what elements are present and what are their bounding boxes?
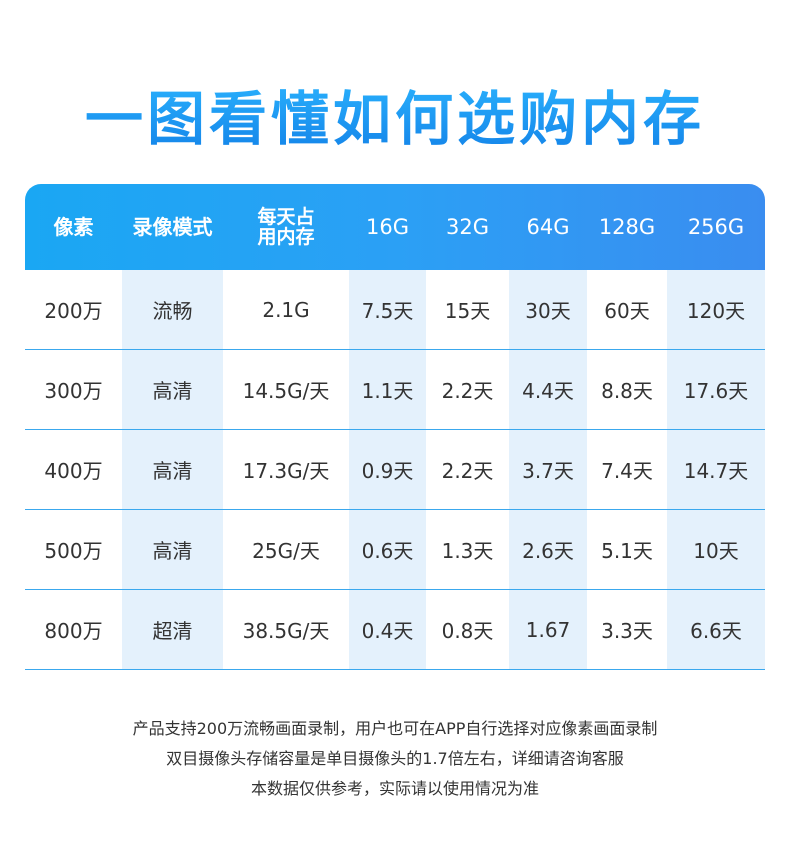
cell-128g: 7.4天: [601, 459, 653, 483]
cell-256g: 14.7天: [667, 430, 765, 509]
cell-pixel: 800万: [44, 619, 103, 643]
cell-mode: 高清: [122, 430, 223, 509]
table-row: 200万 流畅 2.1G 7.5天 15天 30天 60天 120天: [25, 270, 765, 350]
cell-32g: 15天: [444, 299, 491, 323]
cell-128g: 5.1天: [601, 539, 653, 563]
header-mode: 录像模式: [132, 215, 213, 239]
note-line-2: 双目摄像头存储容量是单目摄像头的1.7倍左右，详细请咨询客服: [166, 749, 624, 768]
cell-32g: 1.3天: [441, 539, 494, 563]
storage-table: 像素 录像模式 每天占 用内存 16G 32G 64G 128G 256G 20…: [25, 184, 765, 670]
table-header: 像素 录像模式 每天占 用内存 16G 32G 64G 128G 256G: [25, 184, 765, 270]
cell-pixel: 500万: [44, 539, 103, 563]
cell-64g: 3.7天: [509, 430, 587, 509]
cell-64g: 2.6天: [509, 510, 587, 589]
cell-16g: 7.5天: [349, 270, 426, 349]
cell-16g: 0.9天: [349, 430, 426, 509]
cell-pixel: 300万: [44, 379, 103, 403]
header-32g: 32G: [446, 215, 489, 239]
header-64g: 64G: [526, 215, 570, 239]
note-line-1: 产品支持200万流畅画面录制，用户也可在APP自行选择对应像素画面录制: [132, 719, 658, 738]
header-daily-line1: 每天占: [257, 206, 315, 228]
cell-daily-usage: 17.3G/天: [242, 459, 330, 483]
page-title: 一图看懂如何选购内存: [0, 72, 790, 156]
cell-mode: 高清: [122, 350, 223, 429]
cell-32g: 2.2天: [441, 459, 494, 483]
header-pixel: 像素: [53, 215, 94, 239]
cell-128g: 60天: [604, 299, 650, 323]
cell-pixel: 400万: [44, 459, 103, 483]
cell-64g: 4.4天: [509, 350, 587, 429]
cell-256g: 120天: [667, 270, 765, 349]
cell-daily-usage: 25G/天: [252, 539, 320, 563]
cell-16g: 1.1天: [349, 350, 426, 429]
cell-32g: 2.2天: [441, 379, 494, 403]
cell-256g: 10天: [667, 510, 765, 589]
cell-daily-usage: 2.1G: [262, 297, 310, 322]
note-line-3: 本数据仅供参考，实际请以使用情况为准: [250, 779, 539, 798]
cell-daily-usage: 38.5G/天: [242, 619, 330, 643]
cell-pixel: 200万: [44, 299, 103, 323]
table-row: 500万 高清 25G/天 0.6天 1.3天 2.6天 5.1天 10天: [25, 510, 765, 590]
cell-128g: 8.8天: [601, 379, 653, 403]
cell-mode: 超清: [122, 590, 223, 669]
cell-mode: 流畅: [122, 270, 223, 349]
footnotes: 产品支持200万流畅画面录制，用户也可在APP自行选择对应像素画面录制 双目摄像…: [0, 714, 790, 804]
cell-128g: 3.3天: [601, 619, 653, 643]
cell-64g: 30天: [509, 270, 587, 349]
cell-daily-usage: 14.5G/天: [242, 379, 330, 403]
cell-64g: 1.67: [509, 590, 587, 669]
cell-mode: 高清: [122, 510, 223, 589]
cell-32g: 0.8天: [441, 619, 494, 643]
table-body: 200万 流畅 2.1G 7.5天 15天 30天 60天 120天 300万 高清 14.5G/天…: [25, 270, 765, 670]
header-daily-line2: 用内存: [257, 226, 315, 248]
table-row: 300万 高清 14.5G/天 1.1天 2.2天 4.4天 8.8天 17.6天: [25, 350, 765, 430]
cell-256g: 6.6天: [667, 590, 765, 669]
header-256g: 256G: [687, 215, 745, 239]
header-16g: 16G: [366, 215, 409, 239]
cell-256g: 17.6天: [667, 350, 765, 429]
table-row: 800万 超清 38.5G/天 0.4天 0.8天 1.67 3.3天 6.6天: [25, 590, 765, 670]
header-daily-usage: 每天占 用内存: [223, 207, 349, 247]
header-128g: 128G: [598, 215, 656, 239]
cell-16g: 0.6天: [349, 510, 426, 589]
cell-16g: 0.4天: [349, 590, 426, 669]
table-row: 400万 高清 17.3G/天 0.9天 2.2天 3.7天 7.4天 14.7天: [25, 430, 765, 510]
